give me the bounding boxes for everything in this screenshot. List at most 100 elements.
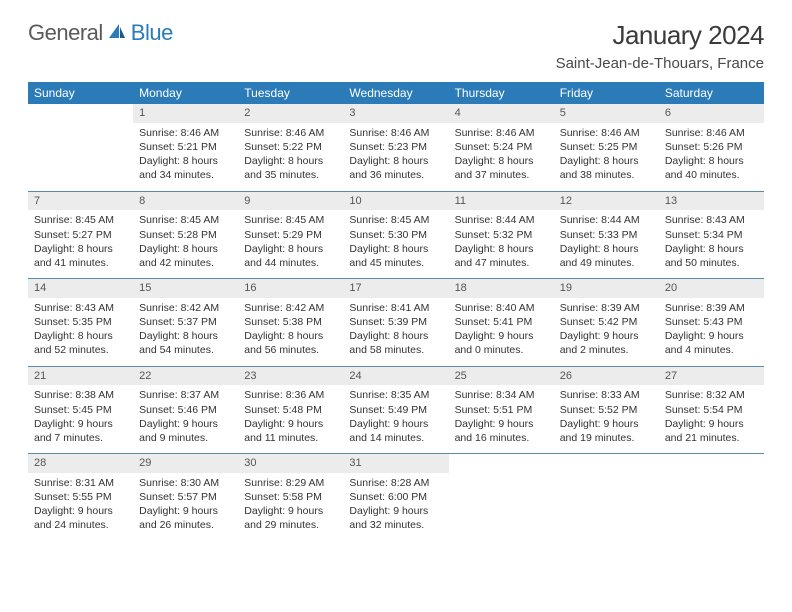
day-info-line: Daylight: 8 hours	[560, 154, 653, 168]
day-info-line: Daylight: 8 hours	[349, 154, 442, 168]
calendar-day-cell: 28Sunrise: 8:31 AMSunset: 5:55 PMDayligh…	[28, 454, 133, 541]
day-info-line: Sunrise: 8:45 AM	[139, 213, 232, 227]
calendar-day-cell: 16Sunrise: 8:42 AMSunset: 5:38 PMDayligh…	[238, 279, 343, 367]
day-info-line: Daylight: 9 hours	[560, 417, 653, 431]
day-content: Sunrise: 8:39 AMSunset: 5:43 PMDaylight:…	[659, 298, 764, 366]
day-number: 4	[449, 104, 554, 123]
calendar-day-cell: 14Sunrise: 8:43 AMSunset: 5:35 PMDayligh…	[28, 279, 133, 367]
day-info-line: Sunset: 5:28 PM	[139, 228, 232, 242]
day-number: 8	[133, 192, 238, 211]
day-info-line: and 19 minutes.	[560, 431, 653, 445]
day-info-line: and 36 minutes.	[349, 168, 442, 182]
day-info-line: and 9 minutes.	[139, 431, 232, 445]
day-number: 16	[238, 279, 343, 298]
day-number: 31	[343, 454, 448, 473]
day-info-line: Daylight: 8 hours	[139, 154, 232, 168]
calendar-day-cell: 12Sunrise: 8:44 AMSunset: 5:33 PMDayligh…	[554, 191, 659, 279]
day-number: 21	[28, 367, 133, 386]
day-number: 27	[659, 367, 764, 386]
brand-logo: GeneralBlue	[28, 20, 173, 46]
day-number: 13	[659, 192, 764, 211]
day-info-line: and 0 minutes.	[455, 343, 548, 357]
calendar-day-cell: 29Sunrise: 8:30 AMSunset: 5:57 PMDayligh…	[133, 454, 238, 541]
title-block: January 2024 Saint-Jean-de-Thouars, Fran…	[556, 20, 764, 72]
calendar-day-cell: 7Sunrise: 8:45 AMSunset: 5:27 PMDaylight…	[28, 191, 133, 279]
day-info-line: Daylight: 9 hours	[139, 504, 232, 518]
day-info-line: Sunrise: 8:39 AM	[665, 301, 758, 315]
calendar-day-cell: 5Sunrise: 8:46 AMSunset: 5:25 PMDaylight…	[554, 104, 659, 191]
day-info-line: Sunrise: 8:46 AM	[139, 126, 232, 140]
day-info-line: Daylight: 8 hours	[349, 242, 442, 256]
day-info-line: Sunrise: 8:36 AM	[244, 388, 337, 402]
calendar-day-cell: 24Sunrise: 8:35 AMSunset: 5:49 PMDayligh…	[343, 366, 448, 454]
day-info-line: Daylight: 8 hours	[139, 329, 232, 343]
calendar-day-cell: 18Sunrise: 8:40 AMSunset: 5:41 PMDayligh…	[449, 279, 554, 367]
day-content: Sunrise: 8:28 AMSunset: 6:00 PMDaylight:…	[343, 473, 448, 541]
day-content	[659, 458, 764, 520]
day-info-line: Sunrise: 8:45 AM	[349, 213, 442, 227]
day-info-line: Daylight: 9 hours	[455, 329, 548, 343]
day-content: Sunrise: 8:46 AMSunset: 5:24 PMDaylight:…	[449, 123, 554, 191]
calendar-day-cell: 30Sunrise: 8:29 AMSunset: 5:58 PMDayligh…	[238, 454, 343, 541]
day-content: Sunrise: 8:45 AMSunset: 5:29 PMDaylight:…	[238, 210, 343, 278]
day-info-line: Sunrise: 8:31 AM	[34, 476, 127, 490]
calendar-day-cell: 4Sunrise: 8:46 AMSunset: 5:24 PMDaylight…	[449, 104, 554, 191]
day-info-line: Sunset: 5:55 PM	[34, 490, 127, 504]
day-number: 14	[28, 279, 133, 298]
day-info-line: Daylight: 8 hours	[34, 242, 127, 256]
calendar-day-cell: 1Sunrise: 8:46 AMSunset: 5:21 PMDaylight…	[133, 104, 238, 191]
day-info-line: Sunset: 5:57 PM	[139, 490, 232, 504]
calendar-day-cell: 2Sunrise: 8:46 AMSunset: 5:22 PMDaylight…	[238, 104, 343, 191]
calendar-day-cell	[554, 454, 659, 541]
day-content: Sunrise: 8:34 AMSunset: 5:51 PMDaylight:…	[449, 385, 554, 453]
day-content: Sunrise: 8:46 AMSunset: 5:23 PMDaylight:…	[343, 123, 448, 191]
day-info-line: Sunrise: 8:32 AM	[665, 388, 758, 402]
day-info-line: Sunset: 5:51 PM	[455, 403, 548, 417]
calendar-day-cell: 27Sunrise: 8:32 AMSunset: 5:54 PMDayligh…	[659, 366, 764, 454]
day-info-line: and 49 minutes.	[560, 256, 653, 270]
day-info-line: Sunset: 5:23 PM	[349, 140, 442, 154]
day-info-line: and 58 minutes.	[349, 343, 442, 357]
day-content: Sunrise: 8:44 AMSunset: 5:32 PMDaylight:…	[449, 210, 554, 278]
day-number: 10	[343, 192, 448, 211]
weekday-header: Friday	[554, 82, 659, 104]
day-info-line: and 16 minutes.	[455, 431, 548, 445]
day-info-line: Sunset: 5:22 PM	[244, 140, 337, 154]
calendar-body: 1Sunrise: 8:46 AMSunset: 5:21 PMDaylight…	[28, 104, 764, 541]
day-number: 1	[133, 104, 238, 123]
day-content: Sunrise: 8:46 AMSunset: 5:21 PMDaylight:…	[133, 123, 238, 191]
day-info-line: Sunset: 5:38 PM	[244, 315, 337, 329]
calendar-day-cell: 25Sunrise: 8:34 AMSunset: 5:51 PMDayligh…	[449, 366, 554, 454]
day-number: 19	[554, 279, 659, 298]
location-subtitle: Saint-Jean-de-Thouars, France	[556, 55, 764, 72]
day-content: Sunrise: 8:37 AMSunset: 5:46 PMDaylight:…	[133, 385, 238, 453]
calendar-day-cell: 8Sunrise: 8:45 AMSunset: 5:28 PMDaylight…	[133, 191, 238, 279]
day-content: Sunrise: 8:30 AMSunset: 5:57 PMDaylight:…	[133, 473, 238, 541]
day-info-line: Daylight: 8 hours	[34, 329, 127, 343]
day-number: 29	[133, 454, 238, 473]
day-number: 18	[449, 279, 554, 298]
day-info-line: and 42 minutes.	[139, 256, 232, 270]
day-number: 15	[133, 279, 238, 298]
day-info-line: Sunset: 5:46 PM	[139, 403, 232, 417]
day-number: 3	[343, 104, 448, 123]
calendar-week-row: 1Sunrise: 8:46 AMSunset: 5:21 PMDaylight…	[28, 104, 764, 191]
day-info-line: Sunset: 5:30 PM	[349, 228, 442, 242]
day-info-line: Daylight: 9 hours	[349, 417, 442, 431]
day-info-line: Sunrise: 8:45 AM	[244, 213, 337, 227]
day-info-line: and 4 minutes.	[665, 343, 758, 357]
day-content: Sunrise: 8:46 AMSunset: 5:22 PMDaylight:…	[238, 123, 343, 191]
day-info-line: Sunset: 5:54 PM	[665, 403, 758, 417]
day-info-line: Daylight: 8 hours	[560, 242, 653, 256]
day-info-line: Sunset: 5:39 PM	[349, 315, 442, 329]
calendar-day-cell: 31Sunrise: 8:28 AMSunset: 6:00 PMDayligh…	[343, 454, 448, 541]
day-content: Sunrise: 8:42 AMSunset: 5:38 PMDaylight:…	[238, 298, 343, 366]
day-content: Sunrise: 8:38 AMSunset: 5:45 PMDaylight:…	[28, 385, 133, 453]
day-info-line: and 34 minutes.	[139, 168, 232, 182]
day-info-line: Daylight: 9 hours	[244, 417, 337, 431]
calendar-week-row: 7Sunrise: 8:45 AMSunset: 5:27 PMDaylight…	[28, 191, 764, 279]
day-info-line: Sunrise: 8:46 AM	[349, 126, 442, 140]
calendar-day-cell: 21Sunrise: 8:38 AMSunset: 5:45 PMDayligh…	[28, 366, 133, 454]
day-info-line: Sunrise: 8:42 AM	[139, 301, 232, 315]
calendar-day-cell: 20Sunrise: 8:39 AMSunset: 5:43 PMDayligh…	[659, 279, 764, 367]
